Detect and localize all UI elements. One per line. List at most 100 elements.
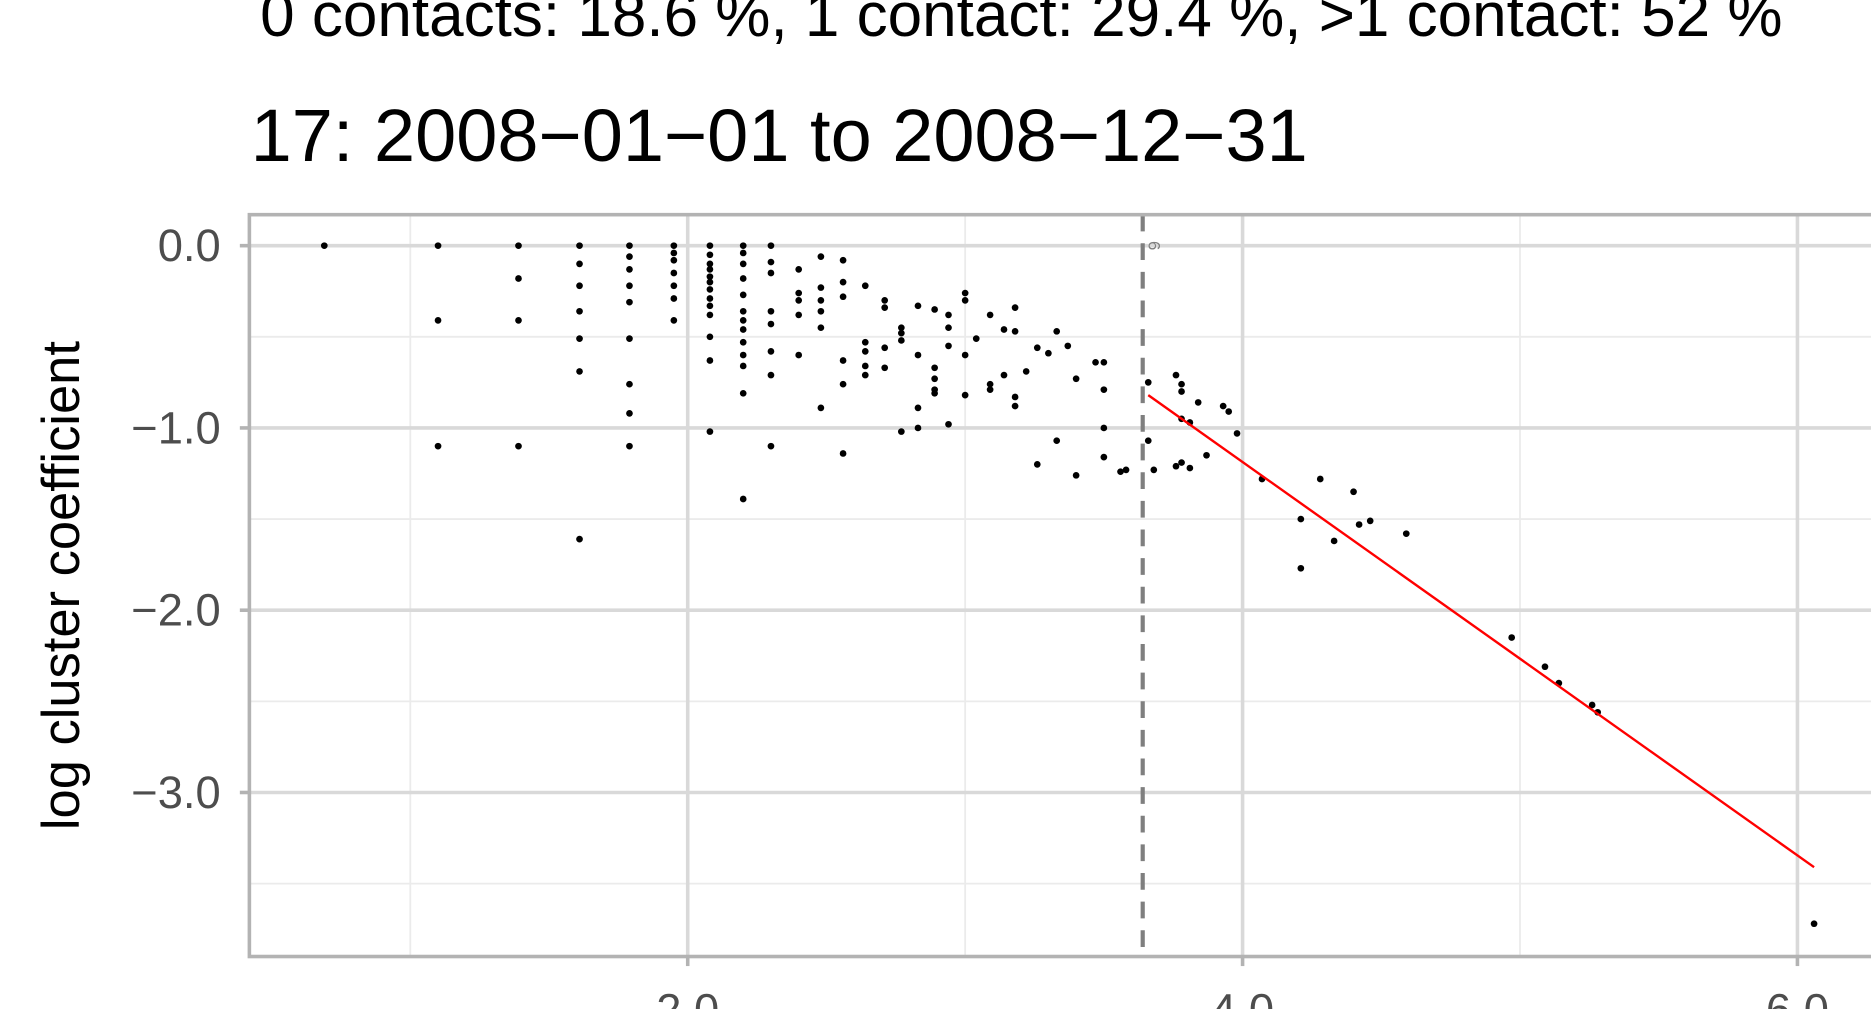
point <box>1000 326 1008 333</box>
point <box>576 335 583 342</box>
point <box>626 442 633 450</box>
point <box>706 295 714 302</box>
point <box>1178 459 1185 466</box>
point <box>767 371 775 379</box>
point <box>898 329 905 337</box>
point <box>817 404 825 412</box>
point <box>1402 530 1410 537</box>
point <box>881 304 889 311</box>
point <box>1064 342 1072 350</box>
point <box>1172 462 1180 470</box>
point <box>1225 408 1233 415</box>
point <box>739 338 747 346</box>
point <box>1508 634 1516 641</box>
point <box>739 389 747 397</box>
point <box>795 351 803 359</box>
point <box>839 278 847 286</box>
point <box>626 282 633 290</box>
point <box>1011 304 1019 311</box>
point <box>945 324 952 332</box>
point <box>881 297 889 304</box>
point <box>706 428 714 435</box>
point <box>1219 402 1227 410</box>
point <box>945 342 952 350</box>
y-tick-label: 0.0 <box>158 220 221 271</box>
point <box>861 348 869 355</box>
point <box>1072 375 1080 383</box>
point <box>1100 386 1108 394</box>
point <box>839 357 847 364</box>
point <box>1053 327 1061 335</box>
point <box>1810 920 1818 928</box>
point <box>1355 521 1363 528</box>
point <box>1297 564 1305 572</box>
point <box>1144 437 1152 445</box>
point <box>1150 466 1158 474</box>
point <box>1100 358 1108 366</box>
point <box>1011 393 1019 401</box>
point <box>576 260 583 268</box>
point <box>839 380 847 388</box>
point <box>1022 368 1030 375</box>
point <box>1330 537 1338 545</box>
point <box>861 371 869 379</box>
point <box>739 275 747 282</box>
point <box>817 284 825 291</box>
point <box>1092 358 1099 366</box>
point <box>1100 424 1108 432</box>
point <box>861 282 869 290</box>
point <box>931 306 938 313</box>
point <box>839 256 847 264</box>
point <box>739 307 747 315</box>
point <box>739 242 747 250</box>
point <box>434 317 442 324</box>
point <box>576 242 583 250</box>
point <box>515 275 522 282</box>
point <box>670 269 678 277</box>
point <box>434 242 442 250</box>
point <box>739 260 747 268</box>
point <box>795 289 803 297</box>
point <box>1033 461 1041 468</box>
chart-title: 17: 2008−01−01 to 2008−12−31 <box>251 94 1308 177</box>
point <box>515 317 522 324</box>
point <box>914 302 922 310</box>
point <box>881 364 889 372</box>
point <box>767 258 775 266</box>
fit-line <box>1147 394 1815 869</box>
point <box>767 307 775 315</box>
point <box>1011 327 1019 335</box>
point <box>767 269 775 277</box>
point <box>767 442 775 450</box>
point <box>739 351 747 359</box>
point <box>576 535 583 543</box>
point <box>961 391 969 399</box>
point <box>817 307 825 315</box>
point <box>914 404 922 412</box>
point <box>320 242 328 250</box>
point <box>1316 475 1324 483</box>
y-tick-label: −3.0 <box>131 767 221 818</box>
point <box>931 364 938 372</box>
point <box>626 335 633 342</box>
point <box>1117 468 1124 476</box>
point <box>706 286 714 293</box>
point <box>1186 464 1194 472</box>
point <box>1045 349 1052 357</box>
threshold-label: 6 <box>1145 241 1164 250</box>
point <box>706 333 714 341</box>
point <box>1172 371 1180 379</box>
point <box>1366 517 1374 525</box>
y-axis-label: log cluster coefficient <box>32 341 91 830</box>
point <box>626 298 633 306</box>
plot-panel: 6 <box>249 214 1871 957</box>
panel-border <box>247 212 1871 959</box>
chart-header: 0 contacts: 18.6 %, 1 contact: 29.4 %, >… <box>260 0 1782 50</box>
y-tick-label: −1.0 <box>131 402 221 453</box>
point <box>972 335 980 342</box>
point <box>1297 515 1305 523</box>
point <box>515 442 522 450</box>
point <box>626 242 633 250</box>
point <box>817 324 825 332</box>
